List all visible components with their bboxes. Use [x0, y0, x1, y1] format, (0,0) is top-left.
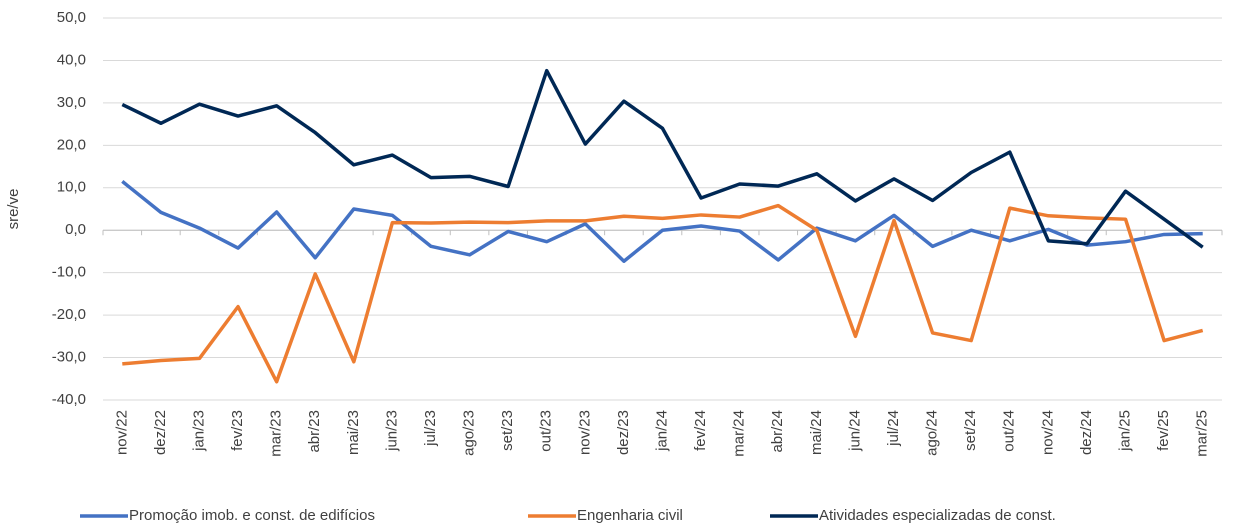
y-tick-label: 0,0	[65, 221, 86, 238]
y-axis-label: sre/ve	[5, 189, 22, 230]
series-line	[121, 180, 1203, 263]
x-tick-label: abr/24	[769, 410, 786, 453]
x-tick-label: mar/24	[731, 410, 748, 457]
x-tick-label: abr/23	[306, 410, 323, 453]
x-tick-label: nov/24	[1039, 410, 1056, 455]
x-tick-label: jan/24	[653, 410, 670, 452]
series-line	[121, 68, 1204, 249]
y-tick-label: 20,0	[57, 136, 86, 153]
x-tick-label: mar/25	[1194, 410, 1211, 457]
y-tick-label: 50,0	[57, 9, 86, 26]
x-tick-label: jul/23	[422, 410, 439, 447]
x-tick-label: dez/23	[615, 410, 632, 455]
x-tick-label: dez/24	[1078, 410, 1095, 455]
x-tick-label: out/23	[538, 410, 555, 452]
x-tick-label: jun/24	[846, 410, 863, 452]
x-tick-label: fev/25	[1155, 410, 1172, 451]
x-tick-label: ago/23	[461, 410, 478, 456]
x-tick-label: nov/22	[113, 410, 130, 455]
x-tick-label: dez/22	[152, 410, 169, 455]
x-tick-label: set/23	[499, 410, 516, 451]
x-tick-label: jul/24	[885, 410, 902, 447]
y-tick-label: -40,0	[52, 391, 86, 408]
series-line	[122, 203, 1204, 384]
y-tick-label: 10,0	[57, 179, 86, 196]
x-tick-label: set/24	[962, 410, 979, 451]
y-tick-label: 30,0	[57, 94, 86, 111]
x-tick-label: out/24	[1001, 410, 1018, 452]
y-tick-label: -20,0	[52, 306, 86, 323]
x-tick-label: mai/23	[345, 410, 362, 455]
legend-label: Atividades especializadas de const.	[819, 507, 1056, 524]
x-tick-label: jan/25	[1117, 410, 1134, 452]
legend-label: Engenharia civil	[577, 507, 683, 524]
x-tick-label: mar/23	[268, 410, 285, 457]
x-tick-label: fev/23	[229, 410, 246, 451]
x-tick-label: jan/23	[190, 410, 207, 452]
x-tick-label: nov/23	[576, 410, 593, 455]
x-tick-label: fev/24	[692, 410, 709, 451]
x-tick-label: ago/24	[924, 410, 941, 456]
y-tick-label: -10,0	[52, 264, 86, 281]
legend-label: Promoção imob. e const. de edifícios	[129, 507, 375, 524]
y-tick-label: 40,0	[57, 51, 86, 68]
x-tick-label: jun/23	[383, 410, 400, 452]
x-tick-label: mai/24	[808, 410, 825, 455]
y-tick-label: -30,0	[52, 349, 86, 366]
